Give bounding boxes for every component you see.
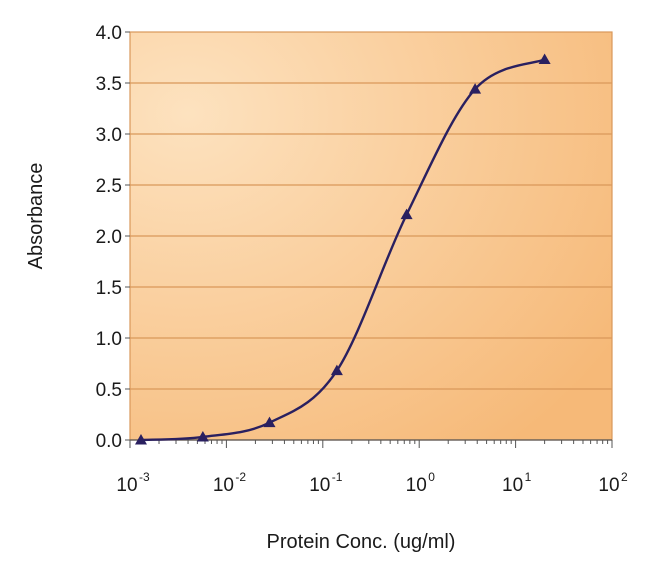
x-axis-title: Protein Conc. (ug/ml) [267, 531, 456, 553]
y-tick-label: 1.0 [96, 329, 122, 350]
x-tick-base: 10 [598, 475, 619, 496]
data-point-marker [538, 53, 551, 65]
x-tick-label: 10 1 [502, 470, 532, 496]
data-point-marker [469, 83, 482, 94]
y-axis-title: Absorbance [25, 163, 47, 270]
x-tick-exponent: -2 [235, 470, 246, 484]
data-point-marker [263, 416, 276, 428]
y-tick-label: 0.5 [96, 380, 122, 401]
y-tick-label: 2.5 [96, 176, 122, 197]
x-tick-label: 10 -3 [116, 470, 150, 496]
x-tick-exponent: 2 [621, 470, 628, 484]
data-point-marker [196, 430, 209, 442]
x-tick-exponent: 1 [525, 470, 532, 484]
x-tick-base: 10 [213, 475, 234, 496]
y-tick-label: 0.0 [96, 431, 122, 452]
y-tick-label: 3.0 [96, 125, 122, 146]
y-tick-label: 4.0 [96, 23, 122, 44]
y-tick-label: 3.5 [96, 74, 122, 95]
data-point-marker [134, 434, 147, 445]
axes [125, 31, 613, 448]
x-tick-labels: 10 -3 10 -2 10 -1 10 0 10 1 10 2 [116, 470, 628, 496]
x-tick-exponent: -1 [332, 470, 343, 484]
y-tick-labels: 0.0 0.5 1.0 1.5 2.0 2.5 3.0 3.5 4.0 [96, 23, 122, 452]
y-tick-label: 2.0 [96, 227, 122, 248]
y-tick-label: 1.5 [96, 278, 122, 299]
x-tick-exponent: 0 [428, 470, 435, 484]
x-tick-label: 10 -2 [213, 470, 247, 496]
data-point-marker [330, 364, 343, 376]
x-tick-label: 10 0 [406, 470, 436, 496]
x-tick-exponent: -3 [139, 470, 150, 484]
data-point-marker [400, 208, 413, 220]
x-tick-base: 10 [116, 475, 137, 496]
data-points [134, 53, 551, 445]
x-tick-label: 10 2 [598, 470, 628, 496]
x-tick-base: 10 [502, 475, 523, 496]
x-tick-base: 10 [406, 475, 427, 496]
x-tick-label: 10 -1 [309, 470, 343, 496]
grid-lines [130, 82, 612, 390]
x-tick-base: 10 [309, 475, 330, 496]
